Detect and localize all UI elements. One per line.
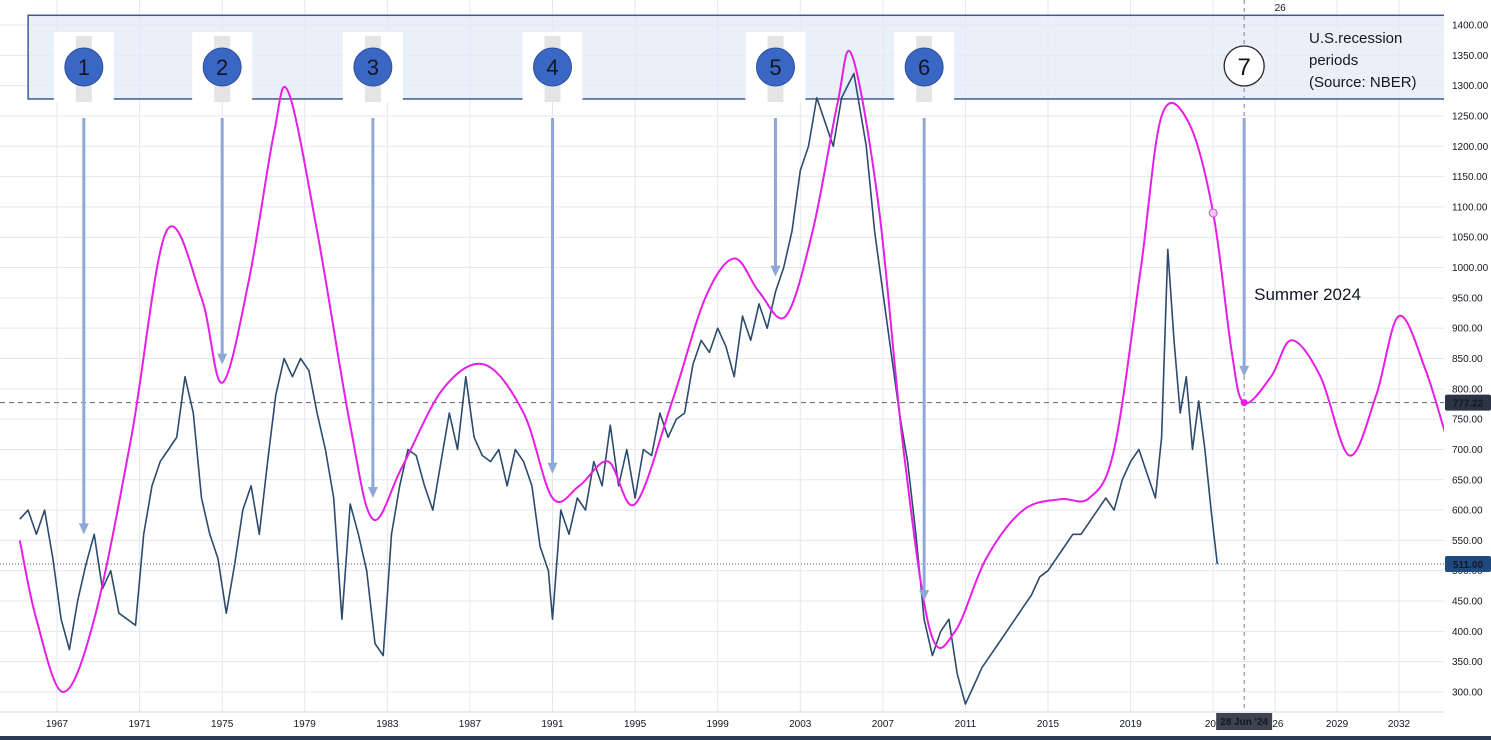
forecast-badge-label: 7	[1237, 54, 1250, 81]
recession-badge	[64, 47, 104, 87]
series-lines	[18, 49, 1471, 705]
x-tick-label: 2007	[872, 719, 895, 730]
recession-arrow-head	[770, 265, 781, 277]
x-tick-label: 1971	[128, 719, 151, 730]
recession-arrow-head	[919, 590, 930, 602]
x-tick-label: 2011	[955, 719, 977, 730]
x-tick-label: 026	[1267, 719, 1284, 730]
x-tick-label: 2003	[789, 719, 812, 730]
price-tag	[1445, 394, 1491, 411]
recession-badge-label: 5	[769, 55, 781, 80]
x-tick-label: 1991	[541, 719, 564, 730]
x-tick-label: 2029	[1326, 719, 1349, 730]
x-tick-label: 2032	[1388, 719, 1411, 730]
recession-marker-7: 7	[1223, 45, 1265, 377]
recession-badge-label: 3	[367, 55, 379, 80]
x-tick-label: 1967	[46, 719, 69, 730]
y-tick-label: 1200.00	[1452, 142, 1489, 153]
y-tick-label: 550.00	[1452, 536, 1483, 547]
recession-badge-label: 2	[216, 55, 228, 80]
y-tick-label: 350.00	[1452, 657, 1483, 668]
price-tag-label: 511.00	[1453, 560, 1483, 571]
x-tick-label: 1979	[294, 719, 317, 730]
y-tick-label: 1400.00	[1452, 21, 1489, 32]
y-tick-label: 700.00	[1452, 445, 1483, 456]
y-tick-label: 750.00	[1452, 415, 1483, 426]
crosshair-date-tag	[1216, 713, 1273, 730]
y-tick-label: 300.00	[1452, 688, 1483, 699]
recession-badge	[755, 47, 795, 87]
recession-marker-1: 1	[53, 32, 114, 535]
y-tick-label: 1300.00	[1452, 81, 1489, 92]
y-tick-label: 400.00	[1452, 627, 1483, 638]
y-tick-label: 450.00	[1452, 597, 1483, 608]
y-tick-label: 1050.00	[1452, 233, 1489, 244]
recession-legend-line: periods	[1309, 52, 1358, 69]
y-axis-background	[1444, 0, 1491, 740]
bottom-border	[0, 736, 1491, 740]
recession-badge	[904, 47, 944, 87]
recession-marker-6: 6	[894, 32, 955, 602]
recession-arrow-head	[78, 523, 89, 535]
x-tick-label: 1983	[376, 719, 399, 730]
recession-arrow-head	[367, 486, 378, 498]
y-tick-label: 1100.00	[1452, 202, 1488, 213]
annotation-text: Summer 2024	[1254, 285, 1361, 304]
recession-marker-4: 4	[522, 32, 583, 474]
crosshair-marker-point	[1240, 399, 1248, 407]
crosshair-date-label: 28 Jun '24	[1220, 717, 1268, 728]
x-tick-label: 202	[1205, 719, 1222, 730]
y-tick-label: 1000.00	[1452, 263, 1489, 274]
x-tick-label: 1987	[459, 719, 482, 730]
recession-marker-3: 3	[342, 32, 403, 498]
y-tick-label: 1350.00	[1452, 51, 1489, 62]
recession-badge-label: 4	[546, 55, 558, 80]
x-tick-label: 1999	[707, 719, 730, 730]
forecast-badge	[1223, 45, 1265, 87]
recession-badge-label: 1	[78, 55, 90, 80]
y-axis: 300.00350.00400.00450.00500.00550.00600.…	[1444, 0, 1491, 740]
recession-arrow-head	[1239, 365, 1250, 377]
crosshair-top-label: 26	[1275, 3, 1287, 14]
y-tick-label: 650.00	[1452, 475, 1483, 486]
y-tick-label: 1250.00	[1452, 111, 1489, 122]
x-tick-label: 1995	[624, 719, 647, 730]
recession-marker-5: 5	[745, 32, 806, 277]
recession-badge	[202, 47, 242, 87]
y-tick-label: 900.00	[1452, 324, 1483, 335]
recession-arrow-head	[217, 353, 228, 365]
recession-marker-2: 2	[192, 32, 253, 365]
recession-markers: 1 2 3 4 5 6 7	[53, 32, 1265, 602]
x-tick-label: 2019	[1119, 719, 1142, 730]
y-tick-label: 1150.00	[1452, 172, 1488, 183]
recession-legend-line: U.S.recession	[1309, 30, 1402, 47]
recession-badge	[353, 47, 393, 87]
cycle-highlight-point	[1208, 208, 1218, 218]
recession-badge	[533, 47, 573, 87]
y-tick-label: 950.00	[1452, 293, 1483, 304]
annotations: Summer 2024	[1254, 285, 1361, 304]
y-tick-label: 600.00	[1452, 506, 1483, 517]
x-tick-label: 1975	[211, 719, 234, 730]
recession-arrow-head	[547, 462, 558, 474]
price-line	[19, 72, 1219, 705]
y-tick-label: 850.00	[1452, 354, 1483, 365]
price-tag-label: 777.22	[1453, 399, 1484, 410]
recession-legend-line: (Source: NBER)	[1309, 74, 1417, 91]
x-axis: 1967 1971 1975 1979 1983 1987 1991 1995 1999 2003…	[0, 711, 1491, 740]
cycle-curve	[18, 49, 1471, 693]
y-tick-label: 800.00	[1452, 384, 1483, 395]
x-tick-label: 2015	[1037, 719, 1060, 730]
recession-badge-label: 6	[918, 55, 930, 80]
price-tag	[1445, 556, 1491, 573]
